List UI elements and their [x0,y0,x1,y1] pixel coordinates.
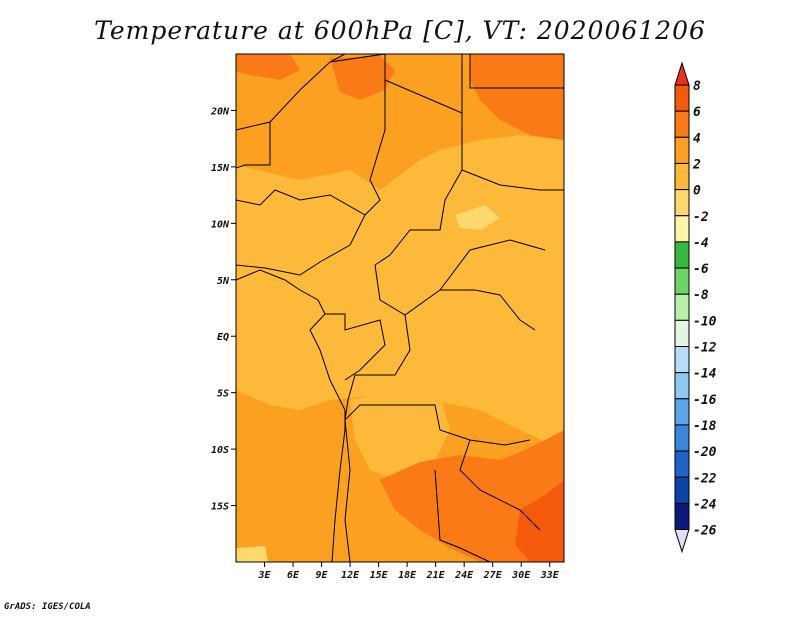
colorbar-segment-14 [674,424,690,452]
colorbar: 8 6 4 2 0 -2 -4 -6 -8 -10 -12 -14 -16 -18 -20 -22 -24 -26 [674,61,717,554]
border-line-9 [344,314,411,421]
y-tick-label-5: 5S [217,389,229,400]
x-tick-label-3: 12E [341,570,360,581]
x-tick-label-6: 21E [426,570,446,581]
border-line-7 [235,189,366,276]
border-line-2 [329,53,386,216]
colorbar-label-10: -12 [693,341,717,356]
country-borders [235,53,564,563]
map-frame [235,53,565,563]
colorbar-label-2: 4 [693,131,701,146]
colorbar-segment-15 [674,450,690,478]
x-tick-label-4: 15E [370,570,389,581]
colorbar-segment-8 [674,267,690,295]
field-northwest-4-6 [236,54,300,80]
colorbar-label-13: -18 [693,419,717,434]
y-tick-label-0: 20N [210,106,230,117]
grads-credit: GrADS: IGES/COLA [4,602,91,612]
colorbar-segment-5 [674,189,690,217]
field-north-4-6 [330,56,395,100]
x-tick-label-2: 9E [316,570,329,581]
y-tick-label-1: 15N [211,163,230,174]
border-line-0 [235,53,346,131]
colorbar-label-17: -26 [693,524,717,539]
field-zambia-6-8 [515,480,564,562]
x-tick-label-7: 24E [454,570,474,581]
colorbar-label-16: -24 [693,497,717,512]
colorbar-segment-11 [674,346,690,374]
colorbar-segment-16 [674,476,690,504]
border-line-12 [344,419,351,563]
border-line-10 [439,239,546,291]
x-tick-label-1: 6E [287,570,300,581]
colorbar-bottom-arrow [674,529,690,554]
border-line-8 [374,264,536,331]
colorbar-label-0: 8 [693,79,701,94]
colorbar-label-12: -16 [693,393,717,408]
x-tick-label-9: 30E [511,570,531,581]
border-line-1 [235,122,271,169]
colorbar-label-7: -6 [693,262,709,277]
x-tick-label-10: 33E [540,570,560,581]
temperature-field [236,54,564,562]
colorbar-label-14: -20 [693,445,717,460]
colorbar-top-arrow [674,61,690,86]
field-northeast-4-6 [470,54,564,140]
colorbar-segment-1 [674,84,690,112]
chart-title: Temperature at 600hPa [C], VT: 202006120… [94,16,706,45]
border-line-16 [235,269,346,563]
colorbar-segment-10 [674,319,690,348]
y-tick-label-3: 5N [217,276,230,287]
y-tick-label-6: 10S [211,445,229,456]
colorbar-label-4: 0 [693,184,701,199]
y-tick-label-4: EQ [217,332,229,343]
colorbar-segment-7 [674,241,690,269]
colorbar-segment-9 [674,293,690,321]
colorbar-label-15: -22 [693,471,717,486]
colorbar-label-1: 6 [693,105,701,120]
colorbar-segment-6 [674,215,690,243]
border-line-15 [325,313,386,381]
map-axes: 20N 15N 10N 5N EQ 5S 10S 15S 3E 6E 9E 12E 15E 18E 21E 2… [210,106,560,581]
colorbar-label-5: -2 [693,210,709,225]
border-line-13 [434,469,491,563]
border-line-14 [459,439,541,531]
colorbar-label-6: -4 [693,236,709,251]
colorbar-label-11: -14 [693,367,717,382]
field-southwest-0-2 [350,390,450,480]
colorbar-segment-4 [674,162,690,191]
colorbar-label-3: 2 [692,157,701,172]
x-tick-label-0: 3E [257,570,271,581]
colorbar-segment-13 [674,398,690,426]
colorbar-segment-2 [674,110,690,138]
x-tick-label-5: 18E [398,570,417,581]
colorbar-segment-12 [674,372,690,400]
y-tick-label-2: 10N [211,219,230,230]
border-line-5 [469,54,564,89]
x-tick-label-8: 27E [483,570,503,581]
field-spot-minus2-0-a [455,205,500,230]
border-line-3 [374,79,463,266]
border-line-6 [461,169,564,191]
colorbar-label-9: -10 [693,314,717,329]
colorbar-label-8: -8 [693,288,709,303]
border-line-11 [344,404,531,446]
y-tick-label-7: 15S [211,502,229,513]
field-spot-minus2-0-b [236,546,268,562]
colorbar-segment-3 [674,136,690,164]
colorbar-segment-17 [674,502,690,531]
